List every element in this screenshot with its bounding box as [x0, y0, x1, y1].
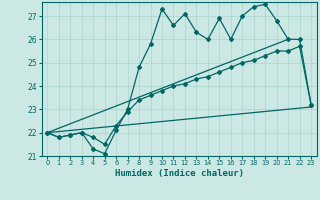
X-axis label: Humidex (Indice chaleur): Humidex (Indice chaleur) — [115, 169, 244, 178]
